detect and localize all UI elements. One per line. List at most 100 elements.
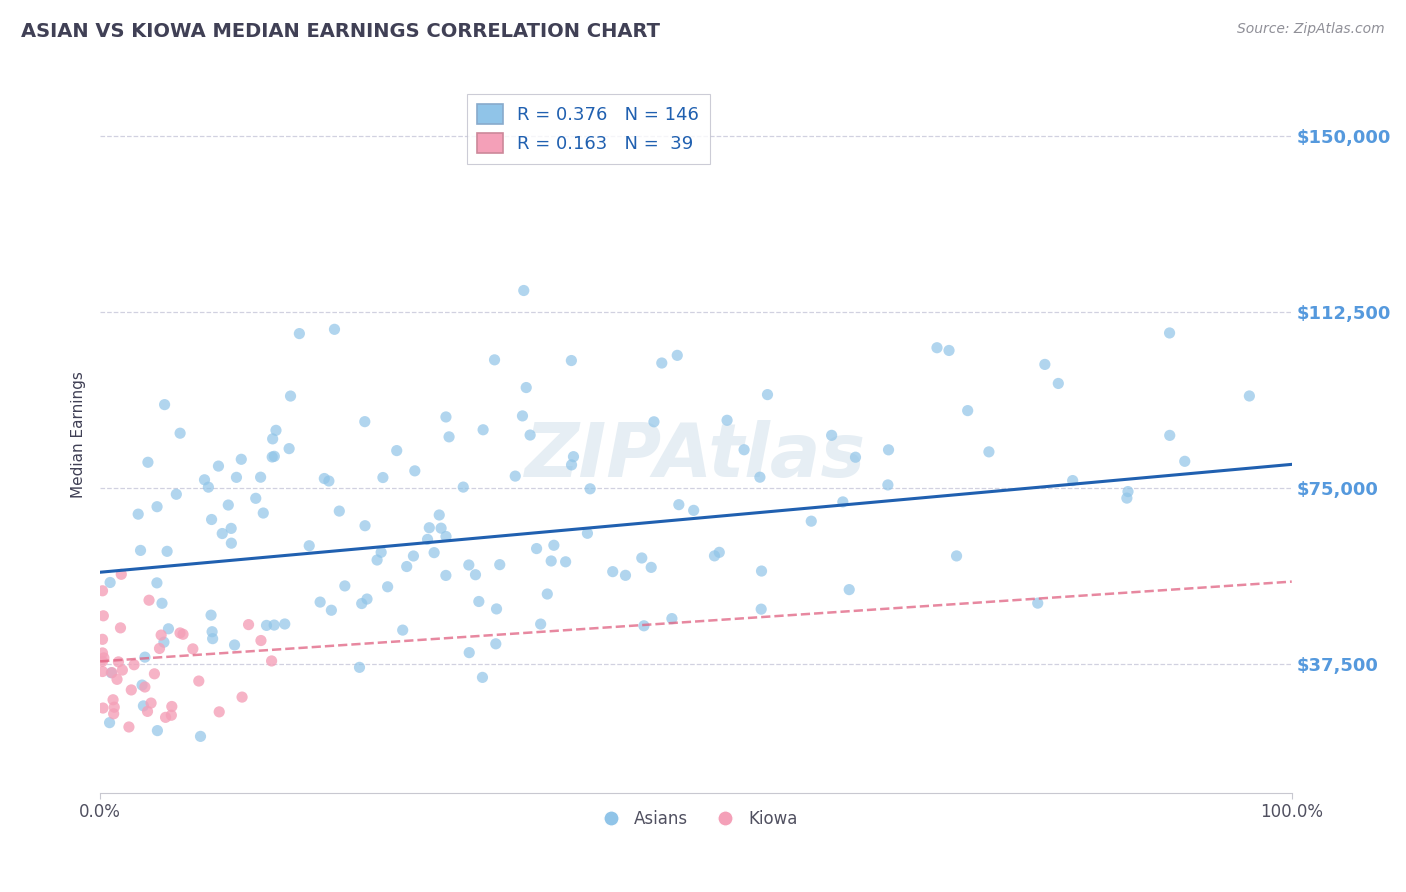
Point	[820, 428, 842, 442]
Point	[349, 660, 371, 674]
Point	[366, 553, 388, 567]
Point	[138, 593, 160, 607]
Point	[651, 356, 673, 370]
Point	[977, 445, 1000, 459]
Point	[1174, 454, 1197, 468]
Point	[668, 498, 690, 512]
Point	[562, 450, 585, 464]
Point	[274, 617, 297, 632]
Point	[172, 627, 194, 641]
Point	[91, 632, 114, 647]
Point	[200, 512, 222, 526]
Point	[350, 597, 373, 611]
Point	[169, 626, 191, 640]
Point	[666, 348, 689, 362]
Point	[280, 389, 302, 403]
Point	[146, 723, 169, 738]
Point	[614, 568, 637, 582]
Point	[278, 442, 301, 456]
Point	[103, 700, 125, 714]
Point	[208, 705, 231, 719]
Point	[245, 491, 267, 506]
Point	[512, 409, 534, 423]
Point	[263, 450, 285, 464]
Point	[554, 555, 576, 569]
Point	[703, 549, 725, 563]
Point	[434, 529, 457, 543]
Point	[122, 657, 145, 672]
Point	[169, 426, 191, 441]
Point	[630, 551, 652, 566]
Point	[434, 568, 457, 582]
Point	[485, 602, 508, 616]
Point	[101, 665, 124, 680]
Point	[356, 592, 378, 607]
Point	[150, 596, 173, 610]
Point	[93, 651, 115, 665]
Point	[160, 708, 183, 723]
Point	[146, 575, 169, 590]
Point	[298, 539, 321, 553]
Point	[153, 635, 176, 649]
Point	[256, 618, 278, 632]
Point	[503, 469, 526, 483]
Point	[219, 521, 242, 535]
Point	[157, 622, 180, 636]
Point	[530, 617, 553, 632]
Point	[321, 603, 343, 617]
Point	[640, 560, 662, 574]
Point	[471, 670, 494, 684]
Point	[560, 458, 582, 472]
Point	[800, 514, 823, 528]
Point	[160, 699, 183, 714]
Point	[111, 663, 134, 677]
Point	[309, 595, 332, 609]
Point	[925, 341, 948, 355]
Point	[156, 544, 179, 558]
Point	[323, 322, 346, 336]
Point	[197, 480, 219, 494]
Point	[1116, 484, 1139, 499]
Legend: Asians, Kiowa: Asians, Kiowa	[588, 803, 804, 834]
Point	[148, 641, 170, 656]
Text: ASIAN VS KIOWA MEDIAN EARNINGS CORRELATION CHART: ASIAN VS KIOWA MEDIAN EARNINGS CORRELATI…	[21, 22, 659, 41]
Point	[472, 423, 495, 437]
Point	[1047, 376, 1070, 391]
Point	[91, 654, 114, 668]
Point	[579, 482, 602, 496]
Point	[252, 506, 274, 520]
Point	[751, 564, 773, 578]
Point	[416, 533, 439, 547]
Point	[153, 398, 176, 412]
Point	[430, 521, 453, 535]
Point	[328, 504, 350, 518]
Point	[187, 673, 209, 688]
Point	[101, 692, 124, 706]
Point	[434, 409, 457, 424]
Point	[105, 673, 128, 687]
Point	[100, 665, 122, 680]
Point	[956, 403, 979, 417]
Point	[945, 549, 967, 563]
Point	[165, 487, 187, 501]
Point	[260, 654, 283, 668]
Point	[201, 624, 224, 639]
Point	[716, 413, 738, 427]
Point	[288, 326, 311, 341]
Point	[91, 646, 114, 660]
Point	[485, 637, 508, 651]
Point	[221, 536, 243, 550]
Point	[91, 583, 114, 598]
Point	[451, 480, 474, 494]
Point	[543, 538, 565, 552]
Point	[91, 665, 114, 679]
Point	[139, 696, 162, 710]
Point	[1115, 491, 1137, 505]
Point	[395, 559, 418, 574]
Point	[391, 623, 413, 637]
Point	[733, 442, 755, 457]
Point	[513, 284, 536, 298]
Point	[682, 503, 704, 517]
Point	[263, 618, 285, 632]
Point	[150, 628, 173, 642]
